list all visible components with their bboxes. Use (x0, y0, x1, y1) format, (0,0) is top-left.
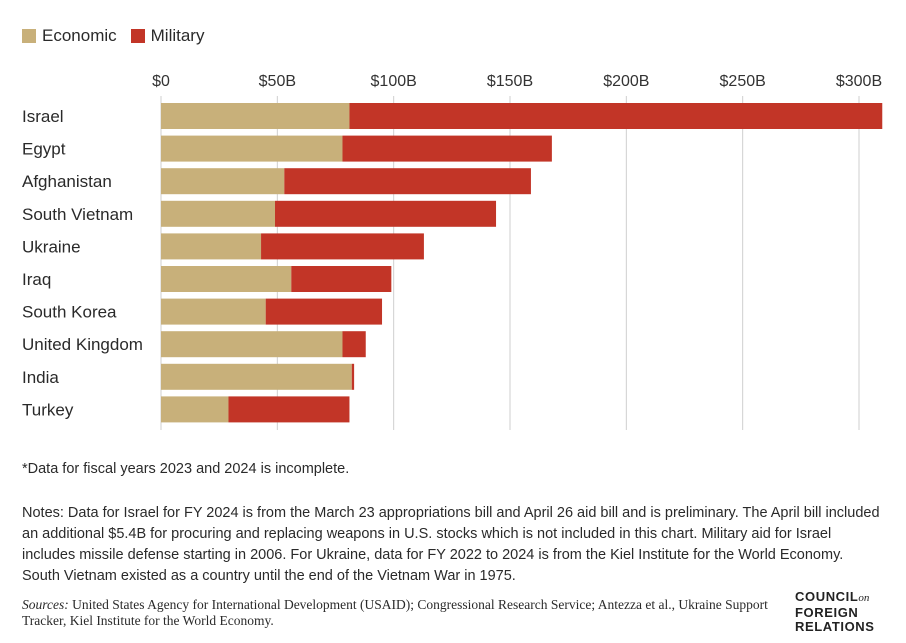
category-label: Israel (22, 107, 64, 126)
legend-label-economic: Economic (42, 26, 117, 45)
legend: Economic Military (22, 26, 204, 46)
x-tick-label: $50B (259, 73, 296, 90)
category-label: Iraq (22, 270, 51, 289)
bar-chart: $0 $50B $100B $150B $200B $250B $300B Israel Egy… (22, 73, 883, 430)
category-label: India (22, 368, 59, 387)
logo-line2: FOREIGN (795, 604, 859, 620)
bar-military (342, 331, 366, 358)
sources: Sources: United States Agency for Intern… (22, 597, 792, 629)
bar-economic (161, 200, 276, 227)
logo-line1: COUNCIL (795, 589, 859, 604)
category-label: United Kingdom (22, 335, 143, 354)
logo-line3: RELATIONS (795, 619, 875, 634)
legend-swatch-economic (22, 29, 36, 43)
cfr-logo: COUNCILon FOREIGN RELATIONS (795, 589, 875, 635)
x-tick-label: $250B (720, 73, 766, 90)
footnote: *Data for fiscal years 2023 and 2024 is … (22, 461, 350, 477)
legend-label-military: Military (150, 26, 205, 45)
x-tick-label: $0 (152, 73, 170, 90)
bar-economic (161, 168, 285, 195)
legend-item-economic: Economic (22, 26, 117, 46)
x-tick-label: $200B (603, 73, 649, 90)
bar-economic (161, 103, 350, 129)
bar-economic (161, 266, 292, 292)
bar-military (342, 135, 552, 162)
bar-military (261, 233, 424, 260)
bar-military (275, 200, 497, 227)
x-tick-label: $100B (371, 73, 417, 90)
legend-swatch-military (130, 29, 145, 43)
bar-military (351, 363, 355, 390)
category-label: Ukraine (22, 237, 81, 256)
legend-item-military: Military (130, 26, 205, 46)
sources-label: Sources: (22, 597, 69, 612)
bar-economic (161, 363, 352, 390)
bar-economic (161, 135, 343, 162)
x-tick-label: $150B (487, 73, 533, 90)
bar-economic (161, 331, 343, 358)
bar-economic (161, 396, 229, 423)
logo-on: on (858, 592, 870, 604)
bar-military (265, 298, 383, 325)
category-label: Afghanistan (22, 172, 112, 191)
category-label: Egypt (22, 140, 66, 159)
notes: Notes: Data for Israel for FY 2024 is fr… (22, 505, 880, 584)
category-label: South Korea (22, 303, 117, 322)
bar-economic (161, 233, 262, 260)
sources-text: United States Agency for International D… (22, 597, 768, 628)
category-label: South Vietnam (22, 205, 133, 224)
category-label: Turkey (22, 400, 74, 419)
bar-military (284, 168, 531, 195)
x-tick-label: $300B (836, 73, 882, 90)
bar-economic (161, 298, 266, 325)
bar-military (228, 396, 350, 423)
bar-military (291, 266, 392, 292)
bar-military (349, 103, 883, 129)
